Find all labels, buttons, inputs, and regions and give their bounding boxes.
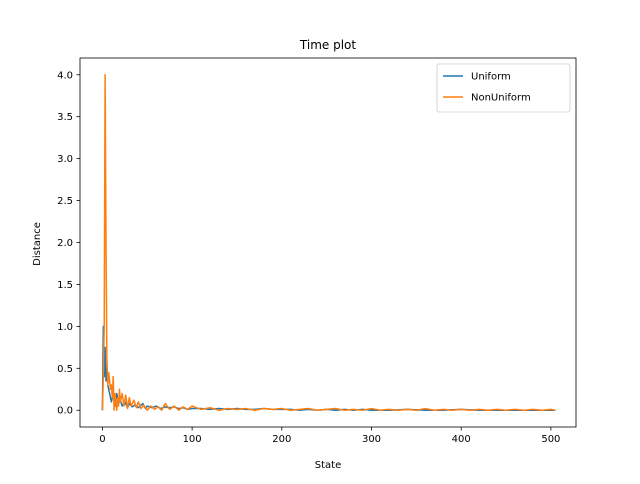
y-tick-label: 4.0 [57,70,73,81]
y-tick-label: 3.5 [57,112,73,123]
y-tick-label: 3.0 [57,154,73,165]
plot-area: 0 100 200 300 400 500 0.0 0.5 1.0 1.5 2.0 2.5 3.0 3.5… [57,57,577,445]
y-tick-label: 0.0 [57,406,73,417]
y-tick-label: 2.5 [57,196,73,207]
chart-title: Time plot [299,38,356,52]
x-axis-label: State [315,460,341,471]
x-tick-label: 500 [541,434,560,445]
legend: Uniform NonUniform [436,63,571,113]
x-tick-label: 100 [183,434,202,445]
y-axis-label: Distance [32,222,43,266]
y-tick-label: 0.5 [57,364,73,375]
series-line-nonuniform [101,74,556,411]
legend-label-nonuniform: NonUniform [471,93,531,104]
x-tick-label: 400 [452,434,471,445]
y-tick-label: 2.0 [57,238,73,249]
series-line-uniform [101,325,556,411]
axes-frame [79,57,577,428]
legend-label-uniform: Uniform [471,72,511,83]
x-tick-label: 200 [272,434,291,445]
legend-box [436,63,571,113]
x-tick-label: 300 [362,434,381,445]
x-tick-label: 0 [99,434,105,445]
y-tick-label: 1.0 [57,322,73,333]
y-tick-label: 1.5 [57,280,73,291]
